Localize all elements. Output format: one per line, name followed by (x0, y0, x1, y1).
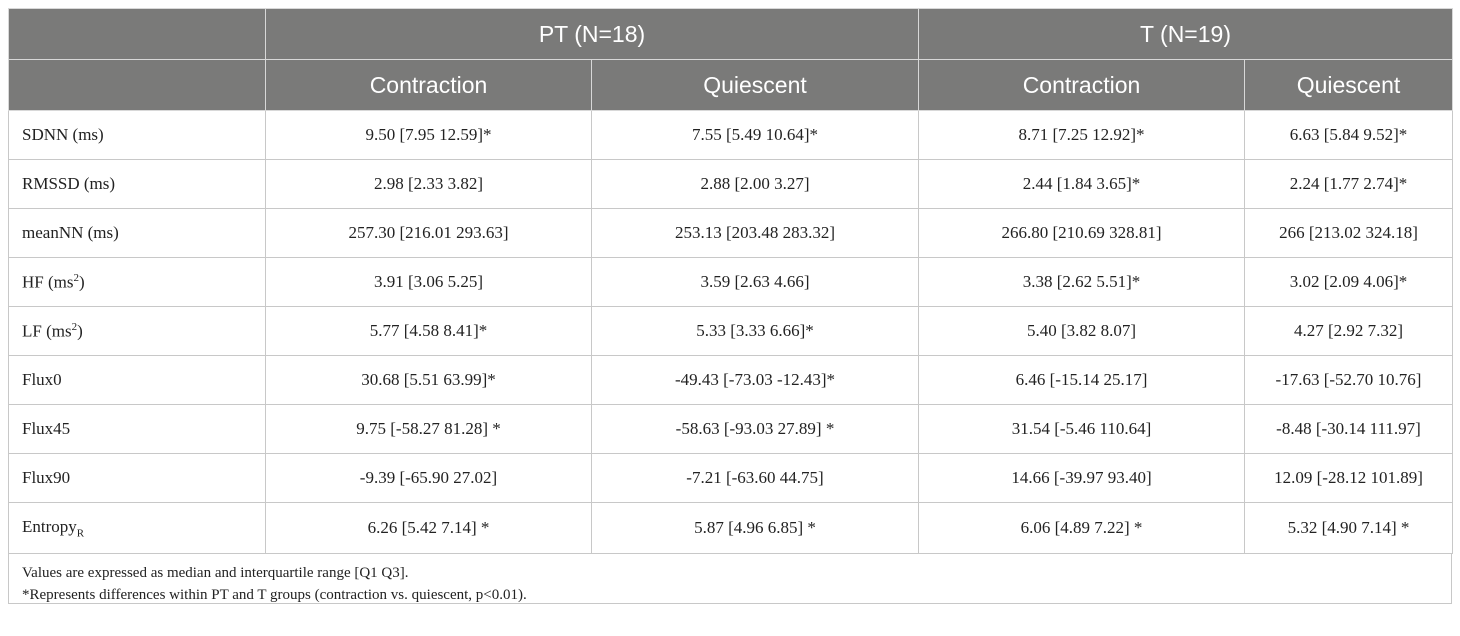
table-cell: 6.63 [5.84 9.52]* (1244, 110, 1453, 160)
table-row: SDNN (ms) 9.50 [7.95 12.59]* 7.55 [5.49 … (8, 110, 1453, 160)
table-row: RMSSD (ms) 2.98 [2.33 3.82] 2.88 [2.00 3… (8, 159, 1453, 209)
table-cell: -7.21 [-63.60 44.75] (591, 453, 919, 503)
table-cell: 3.91 [3.06 5.25] (265, 257, 592, 307)
row-label-end: ) (78, 272, 85, 292)
table-cell: 14.66 [-39.97 93.40] (918, 453, 1245, 503)
table-cell: 5.40 [3.82 8.07] (918, 306, 1245, 356)
table-body: SDNN (ms) 9.50 [7.95 12.59]* 7.55 [5.49 … (8, 110, 1453, 554)
results-table: PT (N=18) T (N=19) Contraction Quiescent… (8, 8, 1453, 554)
header-row-groups: PT (N=18) T (N=19) (8, 8, 1453, 60)
table-row: Flux90 -9.39 [-65.90 27.02] -7.21 [-63.6… (8, 453, 1453, 503)
table-row: EntropyR 6.26 [5.42 7.14] * 5.87 [4.96 6… (8, 502, 1453, 554)
table-cell: 2.98 [2.33 3.82] (265, 159, 592, 209)
table-cell: 253.13 [203.48 283.32] (591, 208, 919, 258)
table-cell: 8.71 [7.25 12.92]* (918, 110, 1245, 160)
table-cell: 6.46 [-15.14 25.17] (918, 355, 1245, 405)
table-cell: 5.32 [4.90 7.14] * (1244, 502, 1453, 554)
table-footnotes: Values are expressed as median and inter… (8, 554, 1452, 604)
row-label-base: HF (ms (22, 272, 74, 292)
table-cell: 5.87 [4.96 6.85] * (591, 502, 919, 554)
table-row: Flux0 30.68 [5.51 63.99]* -49.43 [-73.03… (8, 355, 1453, 405)
table-cell: 5.33 [3.33 6.66]* (591, 306, 919, 356)
table-cell: 2.44 [1.84 3.65]* (918, 159, 1245, 209)
group-header-pt: PT (N=18) (265, 8, 919, 60)
header-row-conditions: Contraction Quiescent Contraction Quiesc… (8, 59, 1453, 111)
table-cell: 12.09 [-28.12 101.89] (1244, 453, 1453, 503)
table-cell: 7.55 [5.49 10.64]* (591, 110, 919, 160)
table-row: HF (ms2) 3.91 [3.06 5.25] 3.59 [2.63 4.6… (8, 257, 1453, 307)
header-empty-cell (8, 8, 266, 60)
row-label: meanNN (ms) (8, 208, 266, 258)
table-cell: 6.26 [5.42 7.14] * (265, 502, 592, 554)
row-label: Flux45 (8, 404, 266, 454)
row-label-subscript: R (76, 527, 85, 540)
row-label: LF (ms2) (8, 306, 266, 356)
table-cell: 2.88 [2.00 3.27] (591, 159, 919, 209)
table-cell: 31.54 [-5.46 110.64] (918, 404, 1245, 454)
table-cell: -8.48 [-30.14 111.97] (1244, 404, 1453, 454)
results-table-container: PT (N=18) T (N=19) Contraction Quiescent… (8, 8, 1453, 604)
table-cell: 9.75 [-58.27 81.28] * (265, 404, 592, 454)
table-cell: 2.24 [1.77 2.74]* (1244, 159, 1453, 209)
row-label-superscript: 2 (71, 320, 78, 333)
table-cell: 30.68 [5.51 63.99]* (265, 355, 592, 405)
table-header: PT (N=18) T (N=19) Contraction Quiescent… (8, 8, 1453, 111)
table-cell: 5.77 [4.58 8.41]* (265, 306, 592, 356)
row-label-end: ) (77, 321, 83, 341)
table-cell: 257.30 [216.01 293.63] (265, 208, 592, 258)
table-row: Flux45 9.75 [-58.27 81.28] * -58.63 [-93… (8, 404, 1453, 454)
table-cell: 4.27 [2.92 7.32] (1244, 306, 1453, 356)
footnote-values: Values are expressed as median and inter… (22, 565, 409, 581)
table-row: LF (ms2) 5.77 [4.58 8.41]* 5.33 [3.33 6.… (8, 306, 1453, 356)
group-header-t: T (N=19) (918, 8, 1453, 60)
table-cell: 266 [213.02 324.18] (1244, 208, 1453, 258)
table-cell: 6.06 [4.89 7.22] * (918, 502, 1245, 554)
row-label: RMSSD (ms) (8, 159, 266, 209)
row-label-base: Entropy (22, 516, 77, 536)
table-cell: -17.63 [-52.70 10.76] (1244, 355, 1453, 405)
table-cell: 266.80 [210.69 328.81] (918, 208, 1245, 258)
table-cell: 3.59 [2.63 4.66] (591, 257, 919, 307)
table-row: meanNN (ms) 257.30 [216.01 293.63] 253.1… (8, 208, 1453, 258)
table-cell: -58.63 [-93.03 27.89] * (591, 404, 919, 454)
row-label-superscript: 2 (73, 271, 79, 284)
subheader-t-quiescent: Quiescent (1244, 59, 1453, 111)
subheader-t-contraction: Contraction (918, 59, 1245, 111)
row-label: SDNN (ms) (8, 110, 266, 160)
row-label-base: LF (ms (22, 321, 72, 341)
row-label: Flux0 (8, 355, 266, 405)
footnote-significance: *Represents differences within PT and T … (22, 587, 527, 603)
table-cell: 3.38 [2.62 5.51]* (918, 257, 1245, 307)
row-label: EntropyR (8, 502, 266, 554)
table-cell: 3.02 [2.09 4.06]* (1244, 257, 1453, 307)
header-empty-cell (8, 59, 266, 111)
subheader-pt-quiescent: Quiescent (591, 59, 919, 111)
table-cell: 9.50 [7.95 12.59]* (265, 110, 592, 160)
table-cell: -49.43 [-73.03 -12.43]* (591, 355, 919, 405)
row-label: Flux90 (8, 453, 266, 503)
table-cell: -9.39 [-65.90 27.02] (265, 453, 592, 503)
subheader-pt-contraction: Contraction (265, 59, 592, 111)
row-label: HF (ms2) (8, 257, 266, 307)
